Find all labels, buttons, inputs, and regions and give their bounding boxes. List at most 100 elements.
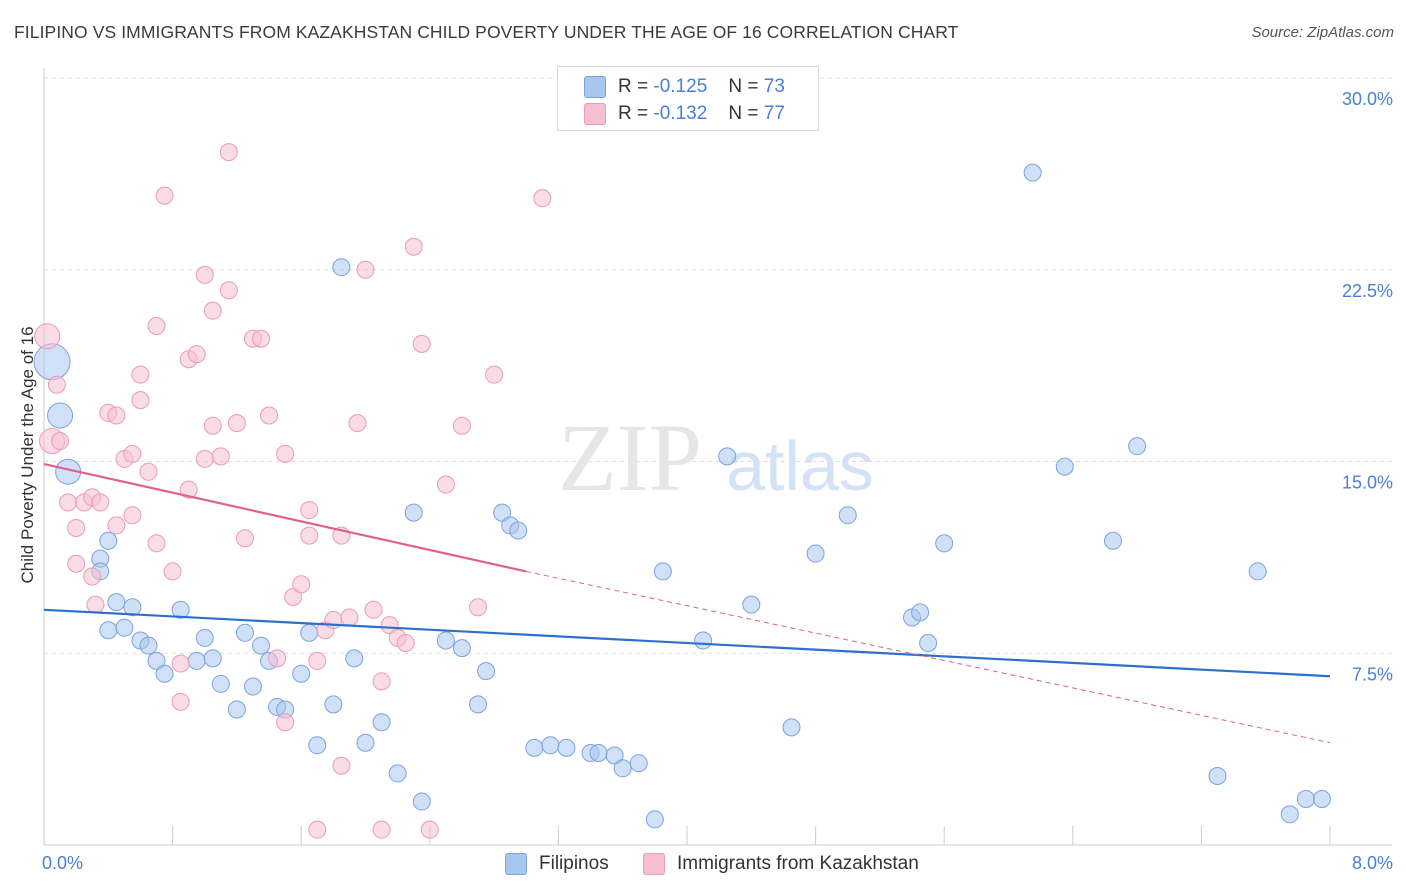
- point-filipinos: [1055, 457, 1074, 476]
- point-filipinos: [388, 764, 407, 783]
- point-filipinos: [155, 664, 174, 683]
- point-filipinos: [412, 792, 431, 811]
- point-filipinos: [589, 743, 608, 762]
- y-tick-label: 22.5%: [1342, 281, 1393, 301]
- grid-layer: [44, 77, 1392, 654]
- point-kazakhstan: [372, 672, 391, 691]
- point-filipinos: [806, 544, 825, 563]
- bottom-legend-swatch-kazakhstan: [643, 853, 665, 875]
- y-tick-label: 7.5%: [1352, 664, 1393, 684]
- point-kazakhstan: [308, 651, 327, 670]
- y-tick-label: 30.0%: [1342, 89, 1393, 109]
- point-kazakhstan: [485, 365, 504, 384]
- point-filipinos: [147, 651, 166, 670]
- point-filipinos: [227, 700, 246, 719]
- legend-r-label: R =: [618, 103, 649, 124]
- point-kazakhstan: [195, 265, 214, 284]
- watermark-atlas: atlas: [726, 427, 874, 505]
- point-kazakhstan: [59, 493, 78, 512]
- point-filipinos: [252, 636, 271, 655]
- point-filipinos: [477, 662, 496, 681]
- point-filipinos: [653, 562, 672, 581]
- point-filipinos: [292, 664, 311, 683]
- point-filipinos: [742, 595, 761, 614]
- point-kazakhstan: [139, 462, 158, 481]
- point-kazakhstan: [227, 414, 246, 433]
- point-kazakhstan: [332, 756, 351, 775]
- point-filipinos: [139, 636, 158, 655]
- point-kazakhstan: [235, 529, 254, 548]
- point-kazakhstan: [107, 516, 126, 535]
- point-kazakhstan: [86, 595, 105, 614]
- point-kazakhstan: [123, 506, 142, 525]
- chart-title: FILIPINO VS IMMIGRANTS FROM KAZAKHSTAN C…: [14, 22, 959, 42]
- point-kazakhstan: [452, 416, 471, 435]
- trend-line-kazakhstan-extrapolated: [526, 570, 1331, 744]
- point-kazakhstan: [396, 634, 415, 653]
- legend-swatch-filipinos: [584, 76, 606, 98]
- point-filipinos: [99, 621, 118, 640]
- point-filipinos: [300, 623, 319, 642]
- point-kazakhstan: [469, 598, 488, 617]
- point-filipinos: [47, 402, 74, 429]
- point-filipinos: [1103, 531, 1122, 550]
- point-filipinos: [243, 677, 262, 696]
- legend-r-label: R =: [618, 76, 649, 97]
- legend-n-label: N =: [728, 103, 759, 124]
- point-kazakhstan: [276, 444, 295, 463]
- bottom-legend-filipinos: Filipinos: [505, 852, 609, 876]
- point-kazakhstan: [284, 588, 303, 607]
- point-kazakhstan: [533, 189, 552, 208]
- legend-row-filipinos: R = -0.125 N = 73: [584, 75, 785, 99]
- point-kazakhstan: [308, 820, 327, 839]
- point-filipinos: [1296, 789, 1315, 808]
- point-filipinos: [541, 736, 560, 755]
- point-kazakhstan: [300, 501, 319, 520]
- source-label: Source: ZipAtlas.com: [1251, 24, 1394, 41]
- point-kazakhstan: [147, 316, 166, 335]
- point-filipinos: [123, 598, 142, 617]
- point-filipinos: [203, 649, 222, 668]
- point-filipinos: [452, 639, 471, 658]
- point-kazakhstan: [155, 186, 174, 205]
- point-filipinos: [1023, 163, 1042, 182]
- bottom-legend-label-filipinos: Filipinos: [539, 853, 609, 874]
- point-filipinos: [332, 258, 351, 277]
- legend-n-value-filipinos: 73: [763, 76, 785, 97]
- x-tick-label-min: 0.0%: [42, 853, 83, 873]
- point-filipinos: [782, 718, 801, 737]
- point-kazakhstan: [171, 654, 190, 673]
- point-kazakhstan: [131, 391, 150, 410]
- point-kazakhstan: [203, 416, 222, 435]
- point-kazakhstan: [404, 237, 423, 256]
- point-kazakhstan: [348, 414, 367, 433]
- point-filipinos: [211, 674, 230, 693]
- bottom-legend-label-kazakhstan: Immigrants from Kazakhstan: [677, 853, 919, 874]
- point-filipinos: [1248, 562, 1267, 581]
- point-kazakhstan: [420, 820, 439, 839]
- point-kazakhstan: [252, 329, 271, 348]
- point-kazakhstan: [179, 480, 198, 499]
- legend-n-value-kazakhstan: 77: [763, 103, 785, 124]
- watermark-zip: ZIP: [558, 404, 702, 511]
- point-kazakhstan: [163, 562, 182, 581]
- point-kazakhstan: [364, 600, 383, 619]
- legend: R = -0.125 N = 73 R = -0.132 N = 77: [557, 66, 819, 131]
- point-filipinos: [372, 713, 391, 732]
- y-tick-label: 15.0%: [1342, 473, 1393, 493]
- point-filipinos: [99, 531, 118, 550]
- point-filipinos: [115, 618, 134, 637]
- legend-n-label: N =: [728, 76, 759, 97]
- point-kazakhstan: [171, 692, 190, 711]
- point-filipinos: [509, 521, 528, 540]
- legend-r-value-kazakhstan: -0.132: [653, 103, 708, 124]
- point-filipinos: [605, 746, 624, 765]
- point-kazakhstan: [219, 281, 238, 300]
- point-kazakhstan: [219, 143, 238, 162]
- point-filipinos: [345, 649, 364, 668]
- point-kazakhstan: [203, 301, 222, 320]
- point-filipinos: [838, 506, 857, 525]
- point-filipinos: [935, 534, 954, 553]
- point-filipinos: [694, 631, 713, 650]
